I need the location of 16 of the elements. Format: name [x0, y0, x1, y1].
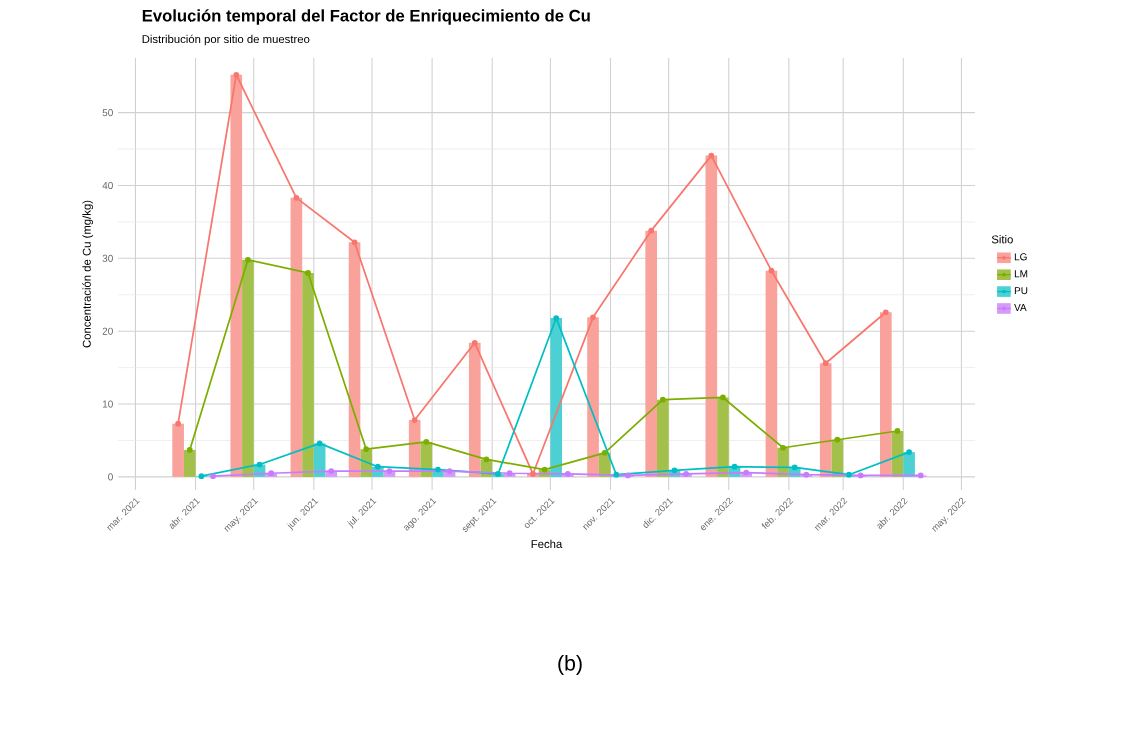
y-tick-label: 0: [108, 473, 113, 481]
chart-subtitle: Distribución por sitio de muestreo: [142, 34, 310, 46]
legend-label: PU: [1014, 287, 1028, 295]
y-axis-title: Concentración de Cu (mg/kg): [82, 200, 94, 348]
y-tick-label: 50: [102, 109, 113, 117]
legend-label: VA: [1014, 304, 1027, 311]
chart-title: Evolución temporal del Factor de Enriquecimiento de Cu: [142, 9, 590, 25]
legend-title: Sitio: [991, 235, 1013, 244]
y-tick-label: 20: [102, 327, 113, 335]
legend-label: LG: [1014, 253, 1027, 261]
y-tick-label: 40: [102, 181, 113, 190]
y-tick-label: 30: [102, 254, 113, 262]
y-tick-label: 10: [102, 400, 113, 408]
text: (b): [558, 655, 582, 675]
legend-label: LM: [1014, 270, 1028, 278]
x-axis-title: Fecha: [531, 539, 563, 549]
